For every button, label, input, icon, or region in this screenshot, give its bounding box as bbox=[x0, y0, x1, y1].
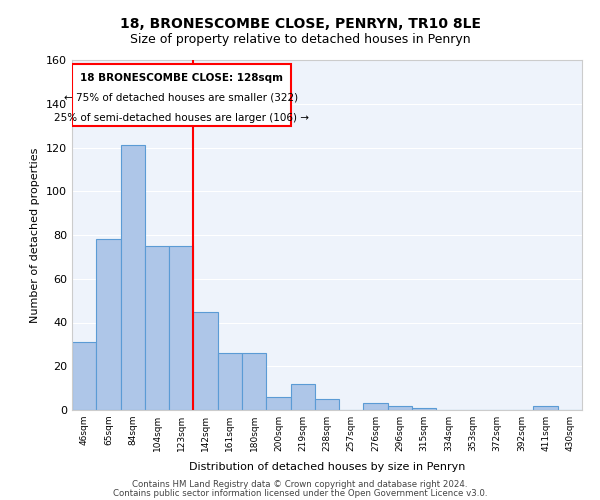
Bar bbox=[193, 312, 218, 410]
Bar bbox=[388, 406, 412, 410]
X-axis label: Distribution of detached houses by size in Penryn: Distribution of detached houses by size … bbox=[189, 462, 465, 472]
Bar bbox=[412, 408, 436, 410]
Bar bbox=[266, 397, 290, 410]
Bar bbox=[72, 342, 96, 410]
Bar bbox=[218, 353, 242, 410]
Text: Contains public sector information licensed under the Open Government Licence v3: Contains public sector information licen… bbox=[113, 488, 487, 498]
Bar bbox=[96, 240, 121, 410]
Bar bbox=[242, 353, 266, 410]
Text: 18, BRONESCOMBE CLOSE, PENRYN, TR10 8LE: 18, BRONESCOMBE CLOSE, PENRYN, TR10 8LE bbox=[119, 18, 481, 32]
Bar bbox=[533, 406, 558, 410]
Y-axis label: Number of detached properties: Number of detached properties bbox=[31, 148, 40, 322]
Text: 18 BRONESCOMBE CLOSE: 128sqm: 18 BRONESCOMBE CLOSE: 128sqm bbox=[80, 73, 283, 83]
Text: 25% of semi-detached houses are larger (106) →: 25% of semi-detached houses are larger (… bbox=[54, 112, 309, 122]
Text: ← 75% of detached houses are smaller (322): ← 75% of detached houses are smaller (32… bbox=[64, 93, 298, 103]
Bar bbox=[290, 384, 315, 410]
Bar bbox=[169, 246, 193, 410]
Bar bbox=[121, 146, 145, 410]
Text: Contains HM Land Registry data © Crown copyright and database right 2024.: Contains HM Land Registry data © Crown c… bbox=[132, 480, 468, 489]
Bar bbox=[145, 246, 169, 410]
Text: Size of property relative to detached houses in Penryn: Size of property relative to detached ho… bbox=[130, 32, 470, 46]
Bar bbox=[315, 399, 339, 410]
Bar bbox=[364, 404, 388, 410]
FancyBboxPatch shape bbox=[72, 64, 290, 126]
